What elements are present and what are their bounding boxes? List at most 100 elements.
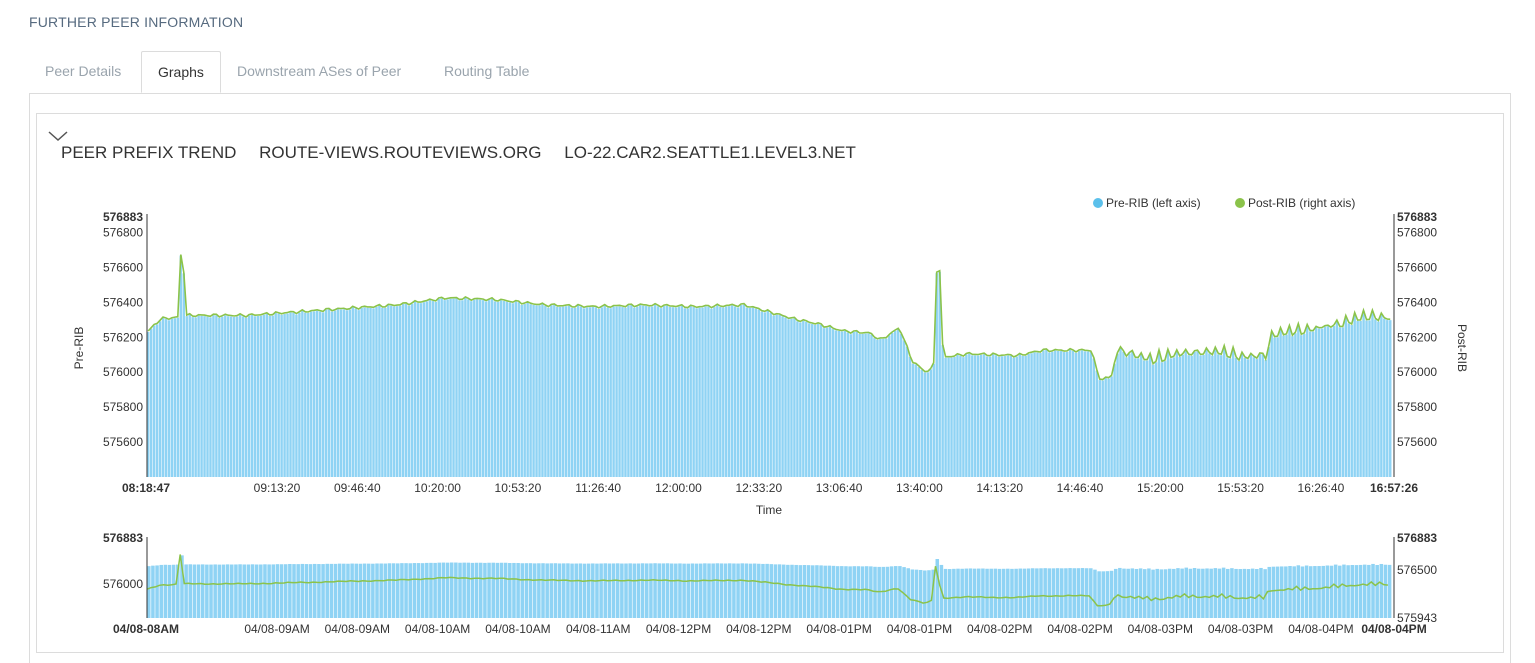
overview-bar bbox=[188, 564, 193, 618]
overview-bar bbox=[864, 566, 869, 618]
pre-rib-bar bbox=[1341, 327, 1345, 477]
pre-rib-bar bbox=[692, 307, 695, 477]
x-end-label: 16:57:26 bbox=[1370, 481, 1418, 495]
graphs-panel bbox=[29, 93, 1511, 663]
pre-rib-bar bbox=[221, 316, 224, 477]
overview-bar bbox=[283, 564, 288, 618]
pre-rib-bar bbox=[977, 355, 980, 477]
overview-bar bbox=[1259, 567, 1263, 618]
pre-rib-bar bbox=[173, 318, 177, 477]
tab-graphs[interactable]: Graphs bbox=[141, 51, 221, 93]
overview-bar bbox=[956, 568, 960, 618]
pre-rib-bar bbox=[994, 355, 998, 477]
pre-rib-bar bbox=[1288, 326, 1291, 477]
overview-bar bbox=[611, 563, 616, 618]
overview-bar bbox=[1138, 568, 1143, 618]
pre-rib-bar bbox=[461, 300, 464, 477]
main-pre-rib-bars bbox=[147, 255, 1392, 477]
overview-bar bbox=[346, 563, 350, 618]
overview-bar bbox=[844, 566, 848, 618]
pre-rib-bar bbox=[739, 305, 743, 477]
overview-bar bbox=[603, 563, 608, 618]
pre-rib-bar bbox=[1089, 352, 1093, 477]
pre-rib-bar bbox=[642, 305, 645, 477]
pre-rib-bar bbox=[449, 298, 452, 477]
overview-bar bbox=[1246, 569, 1251, 618]
overview-bar bbox=[487, 562, 491, 618]
pre-rib-bar bbox=[959, 355, 962, 477]
overview-bar bbox=[736, 563, 740, 618]
tab-peer-details[interactable]: Peer Details bbox=[45, 63, 122, 79]
pre-rib-bar bbox=[647, 306, 651, 477]
overview-bar bbox=[898, 566, 902, 618]
overview-bar bbox=[620, 563, 624, 618]
tab-routing-table[interactable]: Routing Table bbox=[444, 63, 530, 79]
pre-rib-bar bbox=[858, 333, 861, 477]
left-tick-label: 576800 bbox=[103, 225, 143, 239]
overview-bar bbox=[234, 564, 238, 618]
pre-rib-bar bbox=[1042, 350, 1045, 477]
overview-bar bbox=[819, 565, 823, 618]
pre-rib-bar bbox=[802, 320, 805, 477]
x-tick-label: 13:40:00 bbox=[896, 481, 943, 495]
overview-x-tick: 04/08-01PM bbox=[887, 622, 952, 636]
overview-bar bbox=[196, 564, 201, 618]
overview-bar bbox=[275, 564, 280, 618]
pre-rib-bar bbox=[541, 304, 544, 477]
pre-rib-bar bbox=[1163, 361, 1167, 477]
overview-bar bbox=[823, 565, 827, 618]
overview-bar bbox=[678, 563, 682, 618]
pre-rib-bar bbox=[968, 353, 971, 477]
overview-bar bbox=[524, 563, 529, 618]
overview-bar bbox=[1217, 568, 1222, 618]
x-tick-label: 12:00:00 bbox=[655, 481, 702, 495]
pre-rib-bar bbox=[152, 325, 156, 477]
pre-rib-bar bbox=[772, 315, 775, 477]
tab-downstream-ases[interactable]: Downstream ASes of Peer bbox=[237, 63, 402, 79]
overview-bar bbox=[362, 563, 367, 618]
pre-rib-bar bbox=[846, 332, 849, 477]
overview-bar bbox=[732, 563, 736, 618]
overview-bar bbox=[910, 569, 915, 618]
overview-bar bbox=[254, 564, 259, 618]
legend-post-rib-swatch bbox=[1235, 198, 1245, 208]
pre-rib-bar bbox=[428, 300, 432, 477]
pre-rib-bar bbox=[167, 320, 171, 477]
pre-rib-bar bbox=[535, 305, 538, 477]
overview-bar bbox=[889, 566, 894, 618]
overview-bar bbox=[337, 563, 342, 618]
overview-bar bbox=[1184, 567, 1189, 618]
overview-bar bbox=[537, 563, 541, 618]
overview-bar bbox=[1196, 568, 1201, 618]
pre-rib-bar bbox=[1119, 347, 1122, 477]
pre-rib-bar bbox=[1347, 323, 1350, 477]
pre-rib-bar bbox=[224, 315, 227, 477]
pre-rib-bar bbox=[707, 306, 710, 477]
overview-bar bbox=[230, 564, 234, 618]
pre-rib-bar bbox=[573, 307, 577, 477]
collapse-chevron-icon[interactable] bbox=[48, 130, 68, 144]
overview-bar bbox=[740, 563, 744, 618]
overview-bar bbox=[466, 562, 471, 618]
pre-rib-bar bbox=[894, 331, 897, 477]
overview-bar bbox=[694, 563, 699, 618]
pre-rib-bar bbox=[176, 317, 180, 477]
pre-rib-bar bbox=[1279, 328, 1282, 477]
pre-rib-bar bbox=[301, 310, 304, 477]
pre-rib-bar bbox=[265, 313, 268, 477]
right-tick-label: 576800 bbox=[1397, 225, 1437, 239]
overview-bar bbox=[1118, 567, 1122, 618]
pre-rib-bar bbox=[310, 311, 313, 477]
overview-bar bbox=[225, 564, 230, 618]
pre-rib-bar bbox=[1181, 354, 1184, 477]
pre-rib-bar bbox=[203, 316, 206, 477]
overview-bar bbox=[918, 569, 923, 618]
pre-rib-bar bbox=[840, 331, 844, 477]
chart-legend[interactable]: Pre-RIB (left axis) Post-RIB (right axis) bbox=[1093, 196, 1355, 210]
pre-rib-bar bbox=[1338, 327, 1342, 477]
pre-rib-bar bbox=[553, 304, 556, 477]
pre-rib-bar bbox=[1368, 320, 1371, 477]
overview-bar bbox=[902, 567, 906, 618]
pre-rib-bar bbox=[274, 312, 277, 477]
left-tick-label: 576400 bbox=[103, 295, 143, 309]
